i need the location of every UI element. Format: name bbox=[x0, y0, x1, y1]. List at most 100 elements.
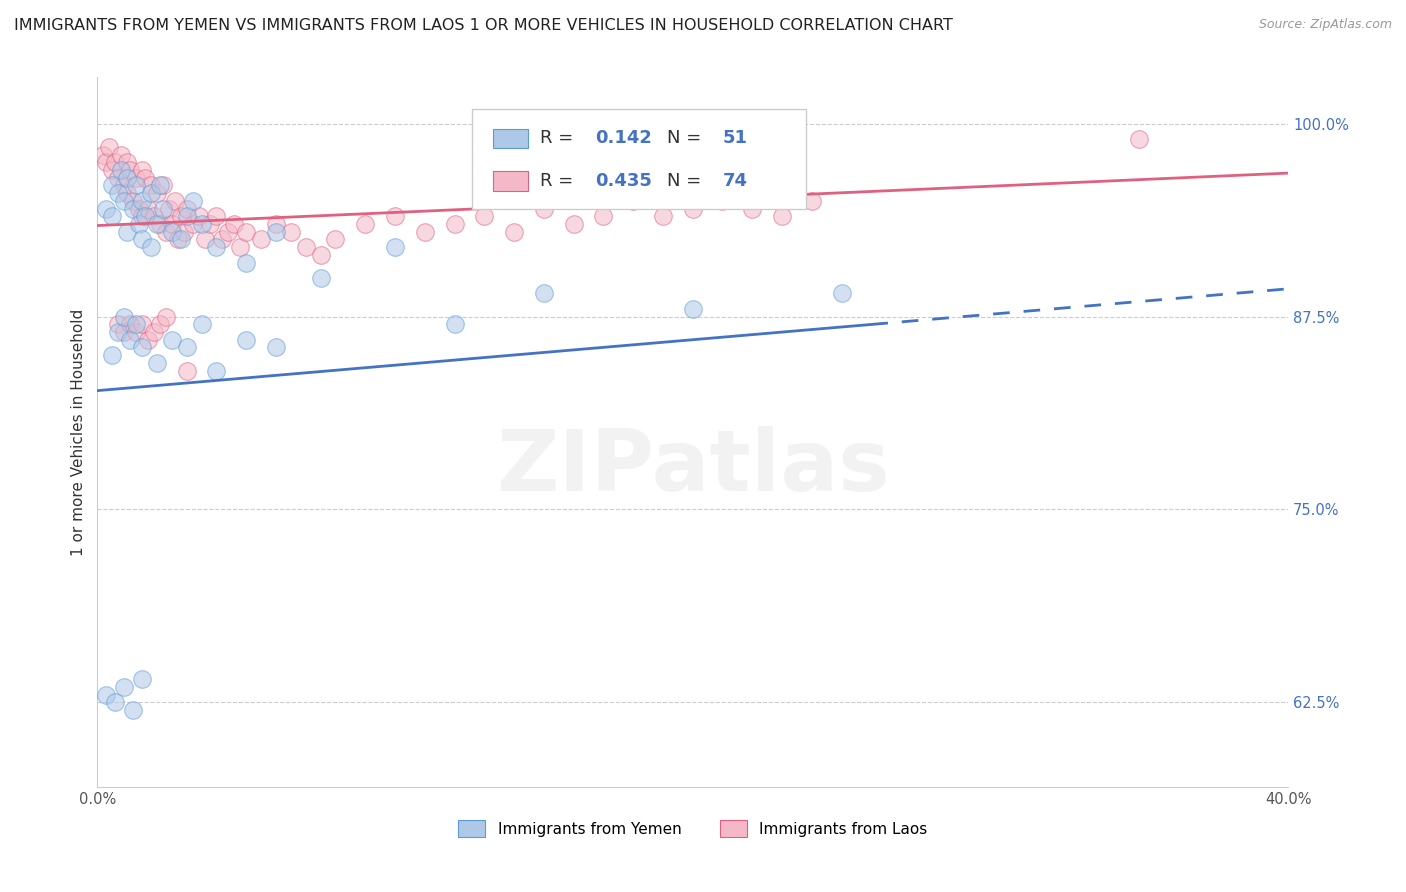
Point bbox=[235, 225, 257, 239]
Point bbox=[354, 217, 377, 231]
Point bbox=[235, 333, 257, 347]
Point bbox=[107, 325, 129, 339]
Point bbox=[91, 147, 114, 161]
Point bbox=[190, 318, 212, 332]
Point bbox=[112, 325, 135, 339]
Point bbox=[96, 202, 118, 216]
Point bbox=[250, 232, 273, 246]
Point bbox=[264, 217, 287, 231]
Point bbox=[112, 310, 135, 324]
Point bbox=[800, 194, 823, 208]
Point bbox=[309, 248, 332, 262]
Point bbox=[122, 202, 145, 216]
Point bbox=[443, 217, 465, 231]
Point bbox=[155, 225, 177, 239]
Point bbox=[831, 286, 853, 301]
Point bbox=[652, 209, 675, 223]
Point bbox=[176, 341, 198, 355]
Point bbox=[115, 186, 138, 201]
Point bbox=[170, 209, 193, 223]
Point bbox=[1128, 132, 1150, 146]
Point bbox=[200, 217, 222, 231]
Point bbox=[101, 209, 124, 223]
Point bbox=[125, 325, 148, 339]
Point bbox=[115, 170, 138, 185]
Point bbox=[152, 202, 174, 216]
Point bbox=[205, 240, 228, 254]
Text: 0.435: 0.435 bbox=[595, 172, 652, 190]
Point bbox=[592, 209, 614, 223]
Point bbox=[131, 232, 153, 246]
Point bbox=[131, 341, 153, 355]
Point bbox=[149, 217, 172, 231]
Point bbox=[146, 186, 169, 201]
Point bbox=[107, 170, 129, 185]
Point bbox=[112, 194, 135, 208]
Point bbox=[309, 271, 332, 285]
Point bbox=[770, 209, 793, 223]
Point bbox=[131, 318, 153, 332]
Text: ZIPatlas: ZIPatlas bbox=[496, 426, 890, 509]
Text: R =: R = bbox=[540, 172, 579, 190]
Point bbox=[112, 178, 135, 193]
Point bbox=[120, 163, 142, 178]
Point bbox=[134, 170, 156, 185]
Point bbox=[562, 217, 585, 231]
Point bbox=[160, 333, 183, 347]
Text: N =: N = bbox=[666, 172, 707, 190]
Text: 0.142: 0.142 bbox=[595, 129, 652, 147]
Point bbox=[157, 202, 180, 216]
Point bbox=[384, 240, 406, 254]
Point bbox=[181, 194, 204, 208]
Point bbox=[205, 363, 228, 377]
Point bbox=[131, 194, 153, 208]
Point bbox=[107, 318, 129, 332]
FancyBboxPatch shape bbox=[492, 128, 529, 148]
Point bbox=[139, 240, 162, 254]
Point bbox=[136, 202, 159, 216]
Point bbox=[264, 225, 287, 239]
Point bbox=[120, 318, 142, 332]
Point bbox=[152, 178, 174, 193]
Point bbox=[104, 155, 127, 169]
Point bbox=[211, 232, 233, 246]
Point bbox=[139, 186, 162, 201]
Point bbox=[104, 695, 127, 709]
Point bbox=[682, 301, 704, 316]
Point bbox=[142, 325, 165, 339]
Point bbox=[176, 363, 198, 377]
Point bbox=[621, 194, 644, 208]
Point bbox=[280, 225, 302, 239]
Point bbox=[96, 688, 118, 702]
Point bbox=[107, 186, 129, 201]
Point bbox=[101, 178, 124, 193]
Point bbox=[125, 318, 148, 332]
FancyBboxPatch shape bbox=[472, 110, 806, 209]
Point bbox=[131, 672, 153, 686]
Text: N =: N = bbox=[666, 129, 707, 147]
Point bbox=[533, 286, 555, 301]
Y-axis label: 1 or more Vehicles in Household: 1 or more Vehicles in Household bbox=[72, 309, 86, 556]
Point bbox=[122, 703, 145, 717]
Point bbox=[142, 209, 165, 223]
Point bbox=[325, 232, 347, 246]
Text: R =: R = bbox=[540, 129, 579, 147]
Point bbox=[101, 348, 124, 362]
Point bbox=[176, 202, 198, 216]
Point bbox=[711, 194, 734, 208]
Text: 51: 51 bbox=[723, 129, 748, 147]
Point bbox=[503, 225, 526, 239]
Point bbox=[205, 209, 228, 223]
Point bbox=[110, 163, 132, 178]
Point bbox=[115, 225, 138, 239]
Point bbox=[443, 318, 465, 332]
Point bbox=[146, 356, 169, 370]
Point bbox=[110, 147, 132, 161]
Point bbox=[472, 209, 495, 223]
Point bbox=[120, 333, 142, 347]
Point bbox=[136, 333, 159, 347]
Point bbox=[128, 202, 150, 216]
Point bbox=[122, 194, 145, 208]
Point bbox=[217, 225, 239, 239]
Point bbox=[112, 680, 135, 694]
